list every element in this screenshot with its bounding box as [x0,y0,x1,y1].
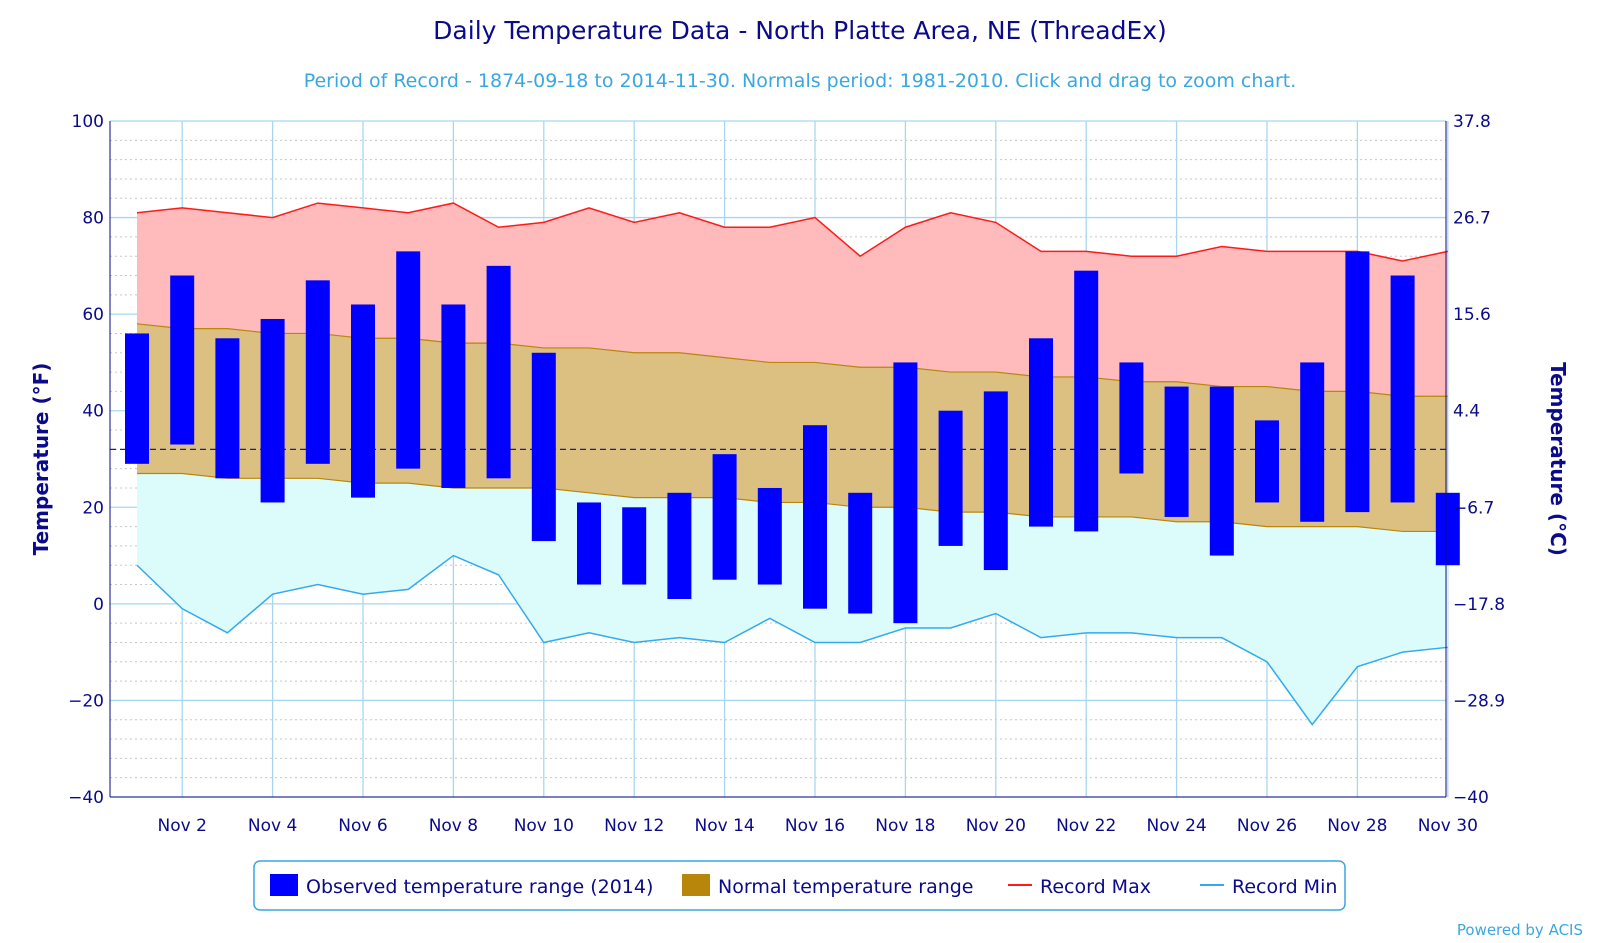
x-tick-label: Nov 14 [694,816,754,836]
y-tick-label-right: −40 [1453,788,1489,808]
observed-range-bar[interactable] [215,338,240,479]
observed-range-bar[interactable] [486,265,511,479]
chart-subtitle: Period of Record - 1874-09-18 to 2014-11… [304,70,1297,92]
record-low-zone [137,473,1448,725]
y-tick-label-left: 0 [93,595,104,615]
legend-swatch-observed[interactable] [270,874,298,896]
observed-range-bar[interactable] [1029,338,1053,527]
observed-range-bar[interactable] [1300,362,1325,522]
y-tick-label-right: −6.7 [1453,498,1494,518]
x-tick-label: Nov 28 [1327,816,1387,836]
legend-label-record-max[interactable]: Record Max [1040,876,1151,898]
observed-range-bar[interactable] [305,280,330,464]
y-tick-label-right: 4.4 [1453,402,1480,422]
record-high-zone [137,203,1448,397]
x-tick-label: Nov 6 [338,816,387,836]
axes [109,121,1447,798]
y-tick-label-right: −28.9 [1453,691,1505,711]
observed-range-bar[interactable] [803,425,827,609]
observed-range-bar[interactable] [712,454,737,580]
powered-by-credit[interactable]: Powered by ACIS [1457,921,1583,939]
observed-range-bar[interactable] [577,502,601,585]
legend-label-observed[interactable]: Observed temperature range (2014) [306,876,653,898]
y-tick-label-right: 15.6 [1453,305,1491,325]
observed-range-bar[interactable] [1074,270,1099,532]
tick-labels: 100 37.8 80 26.7 60 15.6 40 4.4 20 −6.7 0 −17.8 −20 −… [68,112,1505,836]
y-tick-label-left: 80 [82,209,104,229]
record-max-line[interactable] [136,202,1448,262]
observed-range-bar[interactable] [125,333,149,464]
x-tick-label: Nov 30 [1418,816,1478,836]
y-tick-label-right: 26.7 [1453,209,1491,229]
x-tick-label: Nov 4 [248,816,297,836]
legend-label-record-min[interactable]: Record Min [1232,876,1337,898]
observed-range-bar[interactable] [622,507,647,585]
y-tick-label-left: 100 [72,112,104,132]
observed-range-bar[interactable] [667,492,692,600]
observed-range-bar[interactable] [848,492,873,614]
y-axis-title-left: Temperature (°F) [29,363,53,556]
y-tick-label-right: 37.8 [1453,112,1491,132]
observed-range-bar[interactable] [1345,251,1370,513]
observed-range-bar[interactable] [1164,386,1189,517]
observed-range-bar[interactable] [441,304,466,488]
x-tick-label: Nov 16 [785,816,845,836]
x-tick-label: Nov 10 [514,816,574,836]
observed-range-bar[interactable] [170,275,195,445]
chart-legend[interactable]: Observed temperature range (2014) Normal… [253,860,1346,911]
observed-range-bar[interactable] [893,362,918,624]
legend-frame [253,860,1346,911]
observed-range-bar[interactable] [1435,492,1460,566]
x-tick-label: Nov 12 [604,816,664,836]
observed-range-bar[interactable] [351,304,375,498]
observed-range-bar[interactable] [1209,386,1234,556]
observed-range-bar[interactable] [983,391,1008,571]
x-tick-label: Nov 8 [429,816,478,836]
x-tick-label: Nov 18 [875,816,935,836]
chart-title: Daily Temperature Data - North Platte Ar… [433,16,1167,45]
observed-range-bar[interactable] [757,487,782,585]
observed-range-bar[interactable] [1255,420,1279,503]
y-tick-label-left: −40 [68,788,104,808]
observed-range-bar[interactable] [260,318,285,503]
record-min-line[interactable] [136,554,1448,726]
y-axis-title-right: Temperature (°C) [1546,362,1570,556]
legend-swatch-normal[interactable] [682,874,710,896]
observed-range-bar[interactable] [1119,362,1144,474]
x-tick-label: Nov 24 [1146,816,1206,836]
y-tick-label-left: 40 [82,402,104,422]
observed-range-bar[interactable] [938,410,963,546]
observed-range-bars[interactable] [125,251,1460,624]
observed-range-bar[interactable] [531,352,556,542]
y-tick-label-left: −20 [68,691,104,711]
y-tick-label-left: 20 [82,498,104,518]
y-tick-label-left: 60 [82,305,104,325]
observed-range-bar[interactable] [396,251,421,469]
x-tick-label: Nov 22 [1056,816,1116,836]
y-tick-label-right: −17.8 [1453,595,1505,615]
x-tick-label: Nov 20 [966,816,1026,836]
observed-range-bar[interactable] [1390,275,1415,503]
x-tick-label: Nov 2 [157,816,206,836]
legend-label-normal[interactable]: Normal temperature range [718,876,974,898]
x-tick-label: Nov 26 [1237,816,1297,836]
